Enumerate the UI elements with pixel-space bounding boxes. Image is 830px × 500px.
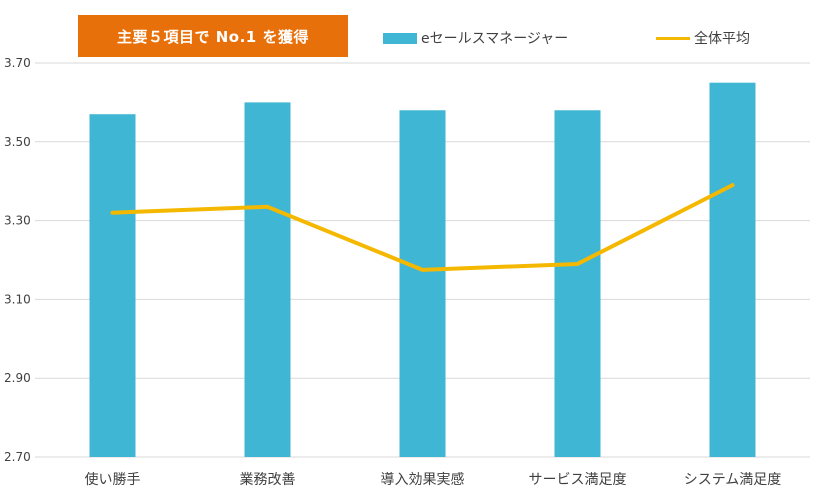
bar	[89, 114, 136, 457]
headline-badge-label: 主要５項目で No.1 を獲得	[117, 27, 309, 46]
x-tick-label: 業務改善	[240, 472, 296, 488]
legend-swatch-line	[656, 36, 690, 40]
y-tick-label: 3.50	[4, 135, 31, 149]
legend-label-bar: eセールスマネージャー	[421, 31, 569, 47]
bar	[554, 110, 601, 457]
y-tick-label: 3.70	[4, 56, 31, 70]
legend-label-line: 全体平均	[694, 31, 750, 47]
legend-item-bar: eセールスマネージャー	[383, 28, 568, 48]
y-tick-label: 3.30	[4, 214, 31, 228]
legend-swatch-bar	[383, 32, 417, 44]
x-tick-label: サービス満足度	[529, 472, 627, 488]
x-tick-label: 導入効果実感	[381, 471, 465, 488]
bar	[244, 102, 291, 458]
x-tick-label: 使い勝手	[85, 471, 141, 488]
bar	[709, 82, 756, 457]
y-tick-label: 2.70	[4, 450, 31, 464]
y-tick-label: 3.10	[4, 292, 31, 306]
headline-badge: 主要５項目で No.1 を獲得	[78, 15, 348, 57]
y-tick-label: 2.90	[4, 371, 31, 385]
legend-item-line: 全体平均	[656, 28, 750, 48]
bar	[399, 110, 446, 457]
x-tick-label: システム満足度	[684, 472, 782, 488]
